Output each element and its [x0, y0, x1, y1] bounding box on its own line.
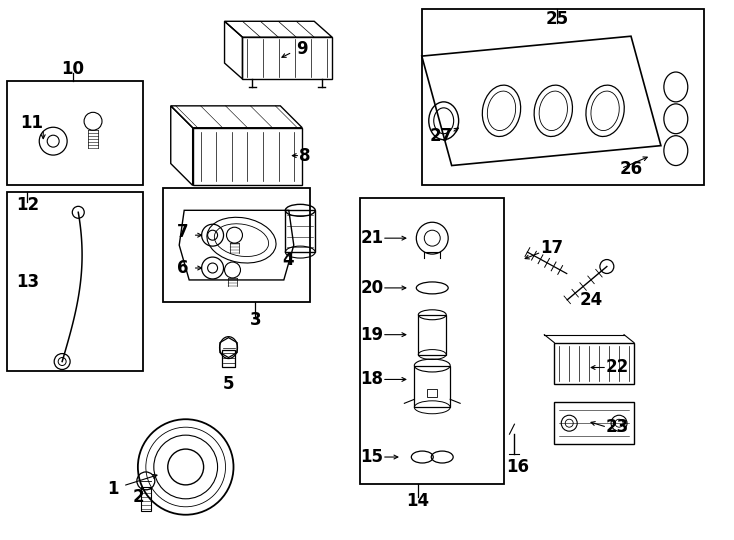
- Bar: [414, 366, 450, 407]
- Text: 10: 10: [62, 60, 84, 78]
- Bar: [554, 342, 634, 384]
- Bar: [192, 128, 302, 185]
- Text: 11: 11: [20, 114, 43, 132]
- Bar: [7, 192, 143, 372]
- Text: 14: 14: [406, 492, 429, 510]
- Bar: [242, 37, 332, 79]
- Text: 21: 21: [360, 229, 384, 247]
- Bar: [7, 81, 143, 185]
- Text: 15: 15: [360, 448, 383, 466]
- Bar: [554, 402, 634, 444]
- Bar: [163, 188, 310, 302]
- Text: 20: 20: [360, 279, 384, 297]
- Bar: [360, 198, 504, 484]
- Bar: [222, 349, 236, 368]
- Text: 17: 17: [539, 239, 563, 257]
- Text: 8: 8: [299, 146, 311, 165]
- Text: 19: 19: [360, 326, 384, 343]
- Text: 25: 25: [545, 10, 569, 28]
- Text: 27: 27: [430, 127, 454, 145]
- Text: 13: 13: [15, 273, 39, 291]
- Text: 2: 2: [133, 488, 145, 506]
- Text: 24: 24: [580, 291, 603, 309]
- Text: 23: 23: [606, 418, 629, 436]
- Text: 18: 18: [360, 370, 383, 388]
- Bar: [418, 315, 446, 355]
- Bar: [286, 210, 315, 252]
- Bar: [422, 9, 704, 185]
- Text: 1: 1: [107, 480, 119, 498]
- Text: 3: 3: [250, 310, 261, 329]
- Text: 9: 9: [297, 40, 308, 58]
- Text: 12: 12: [15, 197, 39, 214]
- Bar: [427, 389, 437, 397]
- Text: 16: 16: [506, 458, 529, 476]
- Text: 6: 6: [177, 259, 189, 277]
- Text: 5: 5: [223, 375, 234, 394]
- Text: 26: 26: [619, 159, 642, 178]
- Text: 7: 7: [177, 223, 189, 241]
- Text: 4: 4: [283, 251, 294, 269]
- Text: 22: 22: [606, 359, 629, 376]
